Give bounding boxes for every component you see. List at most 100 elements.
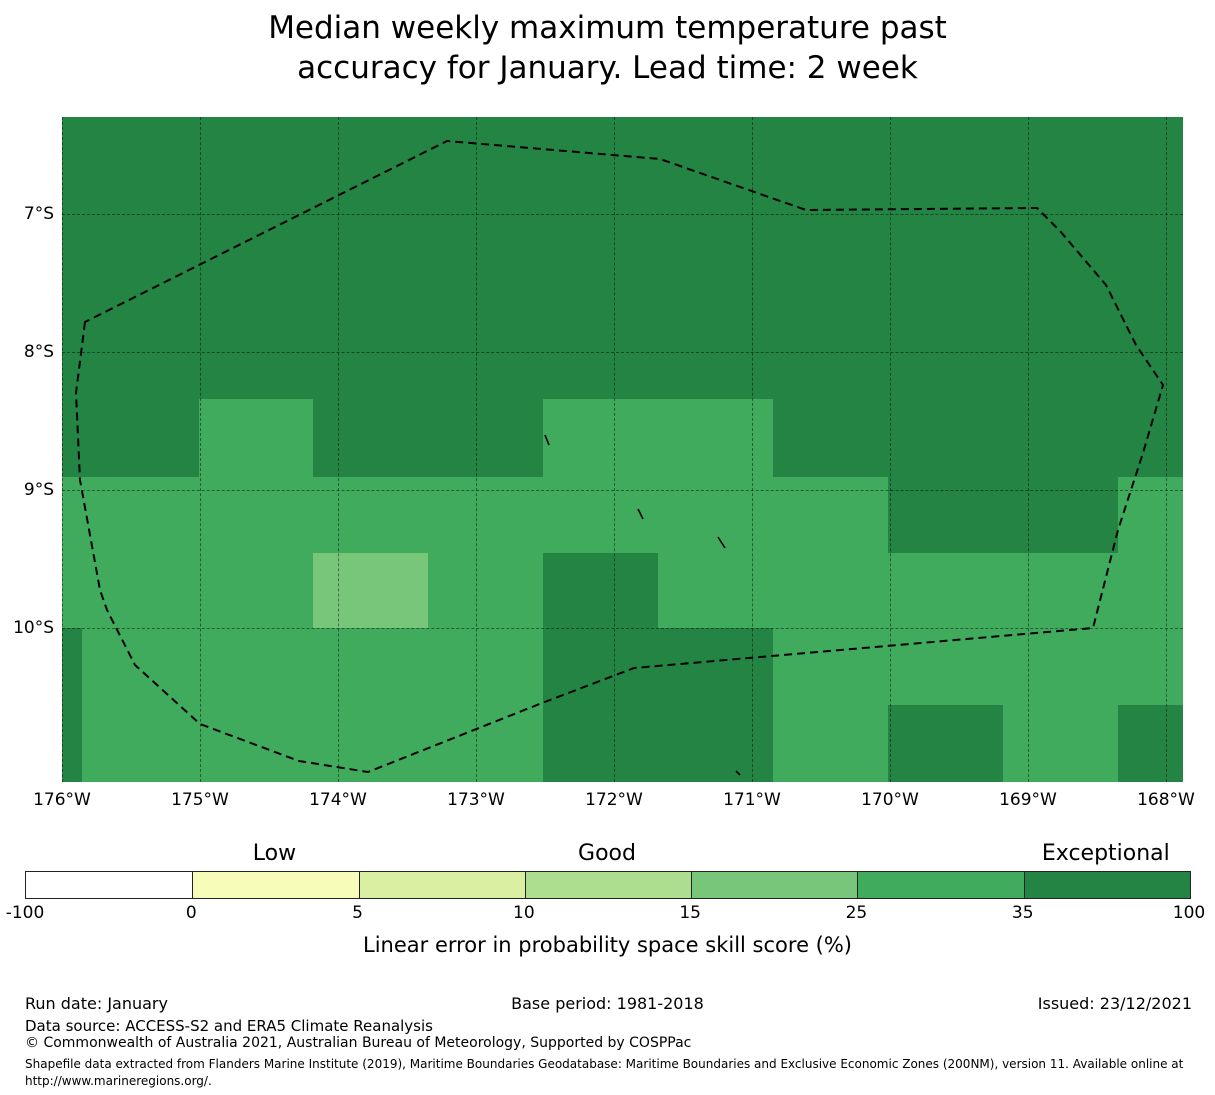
grid-cell — [313, 168, 428, 245]
grid-cell — [543, 399, 658, 477]
shapefile-attribution-line2: http://www.marineregions.org/. — [25, 1074, 212, 1088]
x-tick-label: 174°W — [309, 790, 367, 810]
grid-cell — [82, 245, 199, 322]
base-period-text: Base period: 1981-2018 — [511, 994, 704, 1013]
grid-cell — [888, 399, 1003, 477]
horizontal-gridline — [62, 352, 1183, 353]
colorbar-tick-label: 5 — [352, 903, 363, 923]
vertical-gridline — [890, 117, 891, 782]
grid-cell — [313, 553, 428, 628]
grid-cell — [1118, 168, 1183, 245]
grid-cell — [82, 705, 199, 782]
copyright-text: © Commonwealth of Australia 2021, Austra… — [25, 1035, 692, 1051]
data-source-text: Data source: ACCESS-S2 and ERA5 Climate … — [25, 1017, 433, 1035]
grid-cell — [888, 553, 1003, 628]
eez-boundary — [74, 139, 1165, 774]
grid-cell — [82, 553, 199, 628]
grid-cell — [428, 477, 543, 553]
horizontal-gridline — [62, 214, 1183, 215]
grid-cell — [658, 245, 773, 322]
colorbar-axis-label: Linear error in probability space skill … — [363, 933, 852, 957]
grid-cell — [1003, 245, 1118, 322]
grid-cell — [773, 553, 888, 628]
horizontal-gridline — [62, 628, 1183, 629]
grid-cell — [773, 322, 888, 399]
grid-cell — [199, 322, 313, 399]
vertical-gridline — [614, 117, 615, 782]
grid-cell — [428, 628, 543, 705]
x-tick-label: 170°W — [861, 790, 919, 810]
grid-cell — [62, 168, 82, 245]
grid-cell — [1118, 117, 1183, 168]
colorbar-tick-label: 10 — [513, 903, 535, 923]
grid-cell — [313, 245, 428, 322]
grid-cell — [543, 553, 658, 628]
grid-cell — [543, 628, 658, 705]
island-mark — [637, 508, 644, 520]
vertical-gridline — [200, 117, 201, 782]
grid-cell — [543, 705, 658, 782]
grid-cell — [428, 322, 543, 399]
grid-cell — [1003, 477, 1118, 553]
grid-cell — [658, 628, 773, 705]
grid-cell — [658, 477, 773, 553]
grid-cell — [658, 705, 773, 782]
grid-cell — [62, 705, 82, 782]
colorbar-tick-label: 0 — [185, 903, 197, 923]
grid-cell — [1003, 628, 1118, 705]
map-overlay — [74, 139, 1165, 776]
grid-cell — [1118, 322, 1183, 399]
grid-cell — [543, 245, 658, 322]
grid-cell — [543, 322, 658, 399]
grid-cell — [199, 168, 313, 245]
vertical-gridline — [62, 117, 63, 782]
grid-cell — [82, 477, 199, 553]
grid-cell — [199, 117, 313, 168]
island-mark — [735, 770, 741, 776]
grid-cell — [1003, 117, 1118, 168]
grid-cell — [543, 477, 658, 553]
grid-cell — [773, 628, 888, 705]
grid-cell — [773, 245, 888, 322]
grid-cell — [199, 553, 313, 628]
map-plot-area — [62, 117, 1183, 782]
grid-cell — [199, 245, 313, 322]
grid-cell — [62, 245, 82, 322]
run-date-text: Run date: January — [25, 994, 168, 1013]
y-tick-label: 9°S — [23, 480, 54, 500]
colorbar-tick-label: -100 — [5, 903, 45, 923]
grid-cell — [62, 553, 82, 628]
grid-cell — [888, 168, 1003, 245]
colorbar-segment — [358, 872, 525, 898]
colorbar-tick-label: 25 — [845, 903, 868, 923]
grid-cell — [888, 245, 1003, 322]
chart-title-line2: accuracy for January. Lead time: 2 week — [297, 50, 918, 86]
grid-cell — [658, 168, 773, 245]
grid-cell — [82, 117, 199, 168]
grid-cell — [658, 322, 773, 399]
colorbar-tick-label: 100 — [1172, 903, 1206, 923]
y-tick-label: 10°S — [13, 618, 54, 638]
colorbar-segment — [192, 872, 359, 898]
grid-cell — [82, 168, 199, 245]
grid-cell — [773, 168, 888, 245]
issued-date-text: Issued: 23/12/2021 — [1037, 994, 1192, 1013]
grid-cell — [773, 117, 888, 168]
grid-cell — [888, 477, 1003, 553]
grid-cell — [1003, 553, 1118, 628]
vertical-gridline — [476, 117, 477, 782]
colorbar-segment — [857, 872, 1024, 898]
chart-title-line1: Median weekly maximum temperature past — [268, 10, 947, 46]
grid-cell — [1003, 705, 1118, 782]
island-mark — [717, 536, 726, 549]
grid-cell — [1118, 399, 1183, 477]
island-mark — [544, 434, 550, 446]
grid-cell — [428, 705, 543, 782]
grid-cell — [1118, 245, 1183, 322]
grid-cell — [428, 117, 543, 168]
x-tick-label: 168°W — [1137, 790, 1195, 810]
grid-cell — [1118, 553, 1183, 628]
colorbar-tick-label: 35 — [1011, 903, 1034, 923]
grid-cell — [313, 399, 428, 477]
